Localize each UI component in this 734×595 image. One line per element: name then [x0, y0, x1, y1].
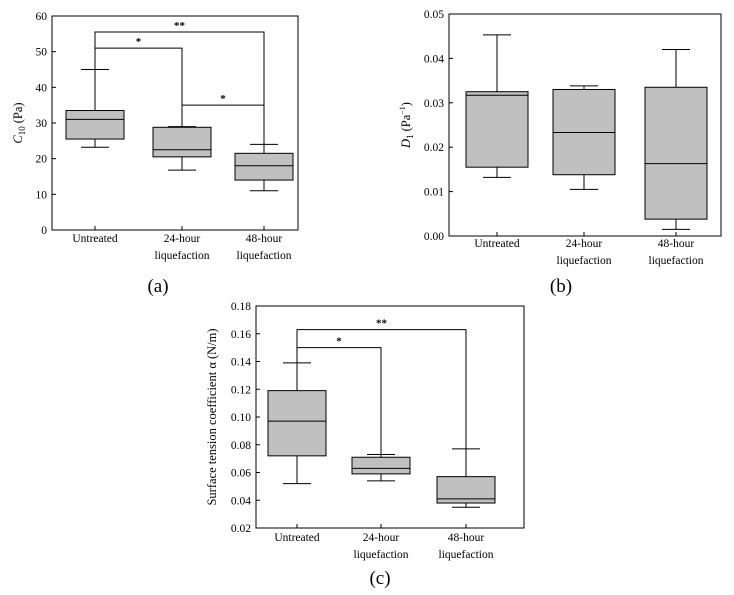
y-axis-label-unit: (Pa) — [11, 102, 25, 123]
x-tick-label: Untreated — [72, 233, 118, 245]
significance-bracket — [296, 329, 467, 449]
y-tick-label: 0.04 — [231, 495, 251, 507]
y-tick-label: 0.04 — [424, 53, 444, 65]
box-1 — [152, 126, 212, 158]
y-tick-label: 0.10 — [231, 412, 251, 424]
box-2 — [644, 86, 708, 220]
x-tick-label: liquefaction — [557, 255, 612, 267]
x-tick-label: 48-hour — [246, 233, 283, 245]
box-2 — [234, 152, 294, 181]
y-tick-label: 0.16 — [231, 329, 251, 341]
y-tick-label: 0 — [41, 225, 47, 237]
x-tick-label: Untreated — [274, 532, 320, 544]
y-tick-label: 60 — [36, 11, 48, 23]
significance-label: * — [136, 36, 142, 48]
y-tick-label: 0.06 — [231, 468, 251, 480]
significance-label: * — [336, 336, 342, 348]
panel-label: (c) — [369, 568, 390, 589]
y-tick-label: 0.00 — [424, 231, 444, 243]
panel-b: 0.00 0.01 0.02 0.03 0.04 0.05 Untreated 24-hour… — [398, 9, 722, 297]
y-axis-label-main: D — [399, 139, 413, 149]
y-tick-label: 10 — [36, 189, 48, 201]
x-tick-label: 24-hour — [164, 233, 201, 245]
y-tick-label: 20 — [36, 154, 48, 166]
y-axis-label: D1 (Pa−1) — [398, 102, 415, 149]
y-tick-label: 50 — [36, 47, 48, 59]
y-tick-label: 0.12 — [231, 384, 251, 396]
y-tick-label: 40 — [36, 82, 48, 94]
y-axis-label-sup: −1 — [398, 106, 407, 115]
significance-label: * — [220, 93, 226, 105]
x-tick-label: liquefaction — [649, 255, 704, 267]
y-axis-label-close: ) — [399, 102, 413, 106]
panel-label: (b) — [550, 276, 572, 297]
x-tick-label: liquefaction — [354, 549, 409, 561]
x-tick-label: 24-hour — [566, 238, 603, 250]
y-axis-label-main: C — [11, 135, 25, 144]
x-tick-label: liquefaction — [439, 549, 494, 561]
x-tick-label: 48-hour — [658, 238, 695, 250]
box-0 — [465, 91, 529, 168]
significance-label: ** — [376, 318, 388, 330]
y-tick-label: 0.02 — [424, 142, 444, 154]
x-tick-label: 48-hour — [448, 532, 485, 544]
y-tick-label: 0.14 — [231, 357, 251, 369]
y-tick-label: 0.03 — [424, 98, 444, 110]
y-axis-label-sub: 10 — [17, 126, 27, 136]
y-tick-label: 0.05 — [424, 9, 444, 21]
y-tick-label: 0.01 — [424, 187, 444, 199]
panel-a: 0 10 20 30 40 50 60 Untreated 24-hour liquefactio… — [11, 11, 299, 297]
box-0 — [65, 110, 125, 140]
box-0 — [267, 390, 327, 457]
y-axis-label-main: Surface tension coefficient α (N/m) — [205, 328, 219, 505]
y-axis-label: C10 (Pa) — [11, 102, 27, 143]
y-axis-label-unit: (Pa — [399, 114, 413, 131]
significance-bracket — [94, 31, 265, 145]
panel-c: 0.02 0.04 0.06 0.08 0.10 0.12 0.14 0.16 0.18 Untr… — [205, 301, 525, 589]
x-tick-label: Untreated — [474, 238, 520, 250]
y-tick-label: 0.18 — [231, 301, 251, 313]
y-tick-label: 0.02 — [231, 523, 251, 535]
box-1 — [351, 456, 411, 475]
plot-frame — [448, 13, 722, 237]
y-axis-label-sub: 1 — [405, 134, 415, 139]
significance-label: ** — [174, 20, 186, 32]
x-tick-label: 24-hour — [363, 532, 400, 544]
panel-label: (a) — [147, 276, 168, 297]
y-tick-label: 30 — [36, 118, 48, 130]
y-tick-label: 0.08 — [231, 440, 251, 452]
x-tick-label: liquefaction — [237, 250, 292, 262]
y-axis-label: Surface tension coefficient α (N/m) — [205, 328, 219, 505]
x-tick-label: liquefaction — [155, 250, 210, 262]
